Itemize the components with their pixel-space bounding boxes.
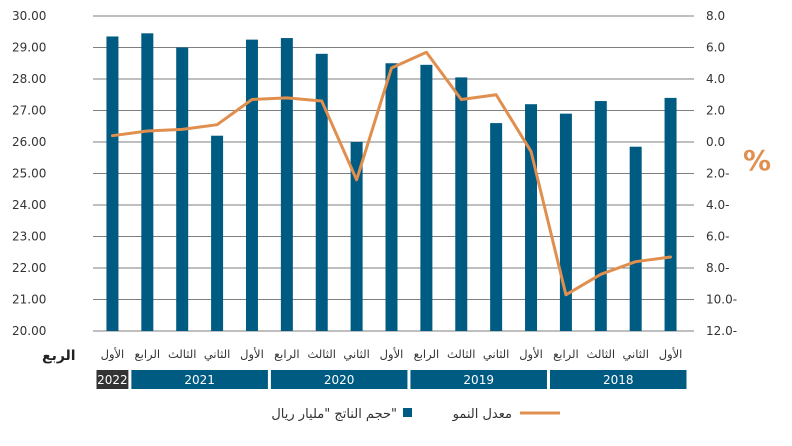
right-tick-label: 4.0- bbox=[706, 198, 729, 212]
left-tick-label: 22.00 bbox=[12, 261, 46, 275]
quarter-label: الرابع bbox=[414, 347, 440, 362]
quarter-label: الثالث bbox=[587, 347, 615, 361]
bar bbox=[245, 39, 258, 331]
right-tick-label: 2.0 bbox=[706, 104, 725, 118]
bar bbox=[629, 146, 642, 331]
quarter-label: الثاني bbox=[204, 347, 230, 361]
quarter-label: الأول bbox=[659, 347, 683, 362]
bar bbox=[141, 33, 154, 331]
right-tick-label: 0.0 bbox=[706, 135, 725, 149]
bar bbox=[420, 64, 433, 331]
bar bbox=[350, 142, 363, 331]
right-tick-label: 10.0- bbox=[706, 293, 737, 307]
year-label: 2018 bbox=[603, 373, 634, 387]
bar bbox=[664, 97, 677, 332]
year-band bbox=[270, 370, 408, 389]
year-label: 2021 bbox=[184, 373, 215, 387]
year-band bbox=[131, 370, 268, 389]
year-band bbox=[549, 370, 687, 389]
left-tick-label: 27.00 bbox=[12, 104, 46, 118]
left-tick-label: 30.00 bbox=[12, 9, 46, 23]
bar bbox=[525, 104, 538, 331]
bar-series bbox=[106, 33, 677, 332]
quarter-labels: الأول الرابع الثالث الثاني الأول الرابع الثالث… bbox=[101, 347, 683, 362]
year-label: 2019 bbox=[463, 373, 494, 387]
quarter-label: الثاني bbox=[343, 347, 369, 361]
bar bbox=[280, 38, 293, 332]
quarter-label: الثاني bbox=[483, 347, 509, 361]
right-tick-label: 8.0 bbox=[706, 9, 725, 23]
legend-line-label: معدل النمو bbox=[452, 407, 512, 422]
right-axis-ticks: 8.0 6.0 4.0 2.0 0.0 2.0- 4.0- 6.0- 8.0- 10.0- 12.0… bbox=[706, 9, 737, 338]
bar bbox=[594, 101, 607, 331]
left-tick-label: 29.00 bbox=[12, 41, 46, 55]
quarter-label: الثالث bbox=[168, 347, 196, 361]
right-tick-label: 12.0- bbox=[706, 324, 737, 338]
quarter-label: الأول bbox=[519, 347, 543, 362]
year-bands: 2022 2021 2020 2019 2018 bbox=[96, 370, 687, 389]
quarter-label: الرابع bbox=[553, 347, 579, 362]
right-tick-label: 6.0 bbox=[706, 41, 725, 55]
x-axis-label: الربع bbox=[42, 348, 76, 364]
left-axis-ticks: 30.00 29.00 28.00 27.00 26.00 25.00 24.00 23.00… bbox=[12, 9, 46, 338]
left-tick-label: 25.00 bbox=[12, 167, 46, 181]
quarter-label: الرابع bbox=[274, 347, 300, 362]
bar bbox=[385, 63, 398, 331]
quarter-label: الرابع bbox=[135, 347, 161, 362]
right-tick-label: 6.0- bbox=[706, 230, 729, 244]
right-tick-label: 8.0- bbox=[706, 261, 729, 275]
left-tick-label: 26.00 bbox=[12, 135, 46, 149]
bar bbox=[455, 77, 468, 331]
year-band bbox=[410, 370, 547, 389]
quarter-label: الأول bbox=[101, 347, 125, 362]
quarter-label: الثاني bbox=[622, 347, 648, 361]
legend-bar-label: حجم الناتج "مليار ريال" bbox=[271, 407, 397, 422]
right-tick-label: 2.0- bbox=[706, 167, 729, 181]
year-band bbox=[96, 370, 129, 389]
quarter-label: الثالث bbox=[307, 347, 335, 361]
bar bbox=[315, 53, 328, 332]
left-tick-label: 24.00 bbox=[12, 198, 46, 212]
left-tick-label: 21.00 bbox=[12, 293, 46, 307]
percent-unit-label: % bbox=[743, 144, 771, 177]
left-tick-label: 28.00 bbox=[12, 72, 46, 86]
year-label: 2020 bbox=[324, 373, 355, 387]
right-tick-label: 4.0 bbox=[706, 72, 725, 86]
bar bbox=[559, 113, 572, 332]
left-tick-label: 23.00 bbox=[12, 230, 46, 244]
bar bbox=[106, 36, 119, 331]
year-label: 2022 bbox=[97, 373, 128, 387]
quarter-label: الثالث bbox=[447, 347, 475, 361]
quarter-label: الأول bbox=[240, 347, 264, 362]
legend: معدل النمو حجم الناتج "مليار ريال" bbox=[271, 407, 560, 422]
bar bbox=[490, 123, 503, 331]
quarter-label: الأول bbox=[380, 347, 404, 362]
bar bbox=[211, 135, 224, 331]
bar bbox=[176, 47, 189, 331]
legend-bar-swatch bbox=[403, 408, 412, 417]
left-tick-label: 20.00 bbox=[12, 324, 46, 338]
line-series bbox=[110, 50, 673, 297]
